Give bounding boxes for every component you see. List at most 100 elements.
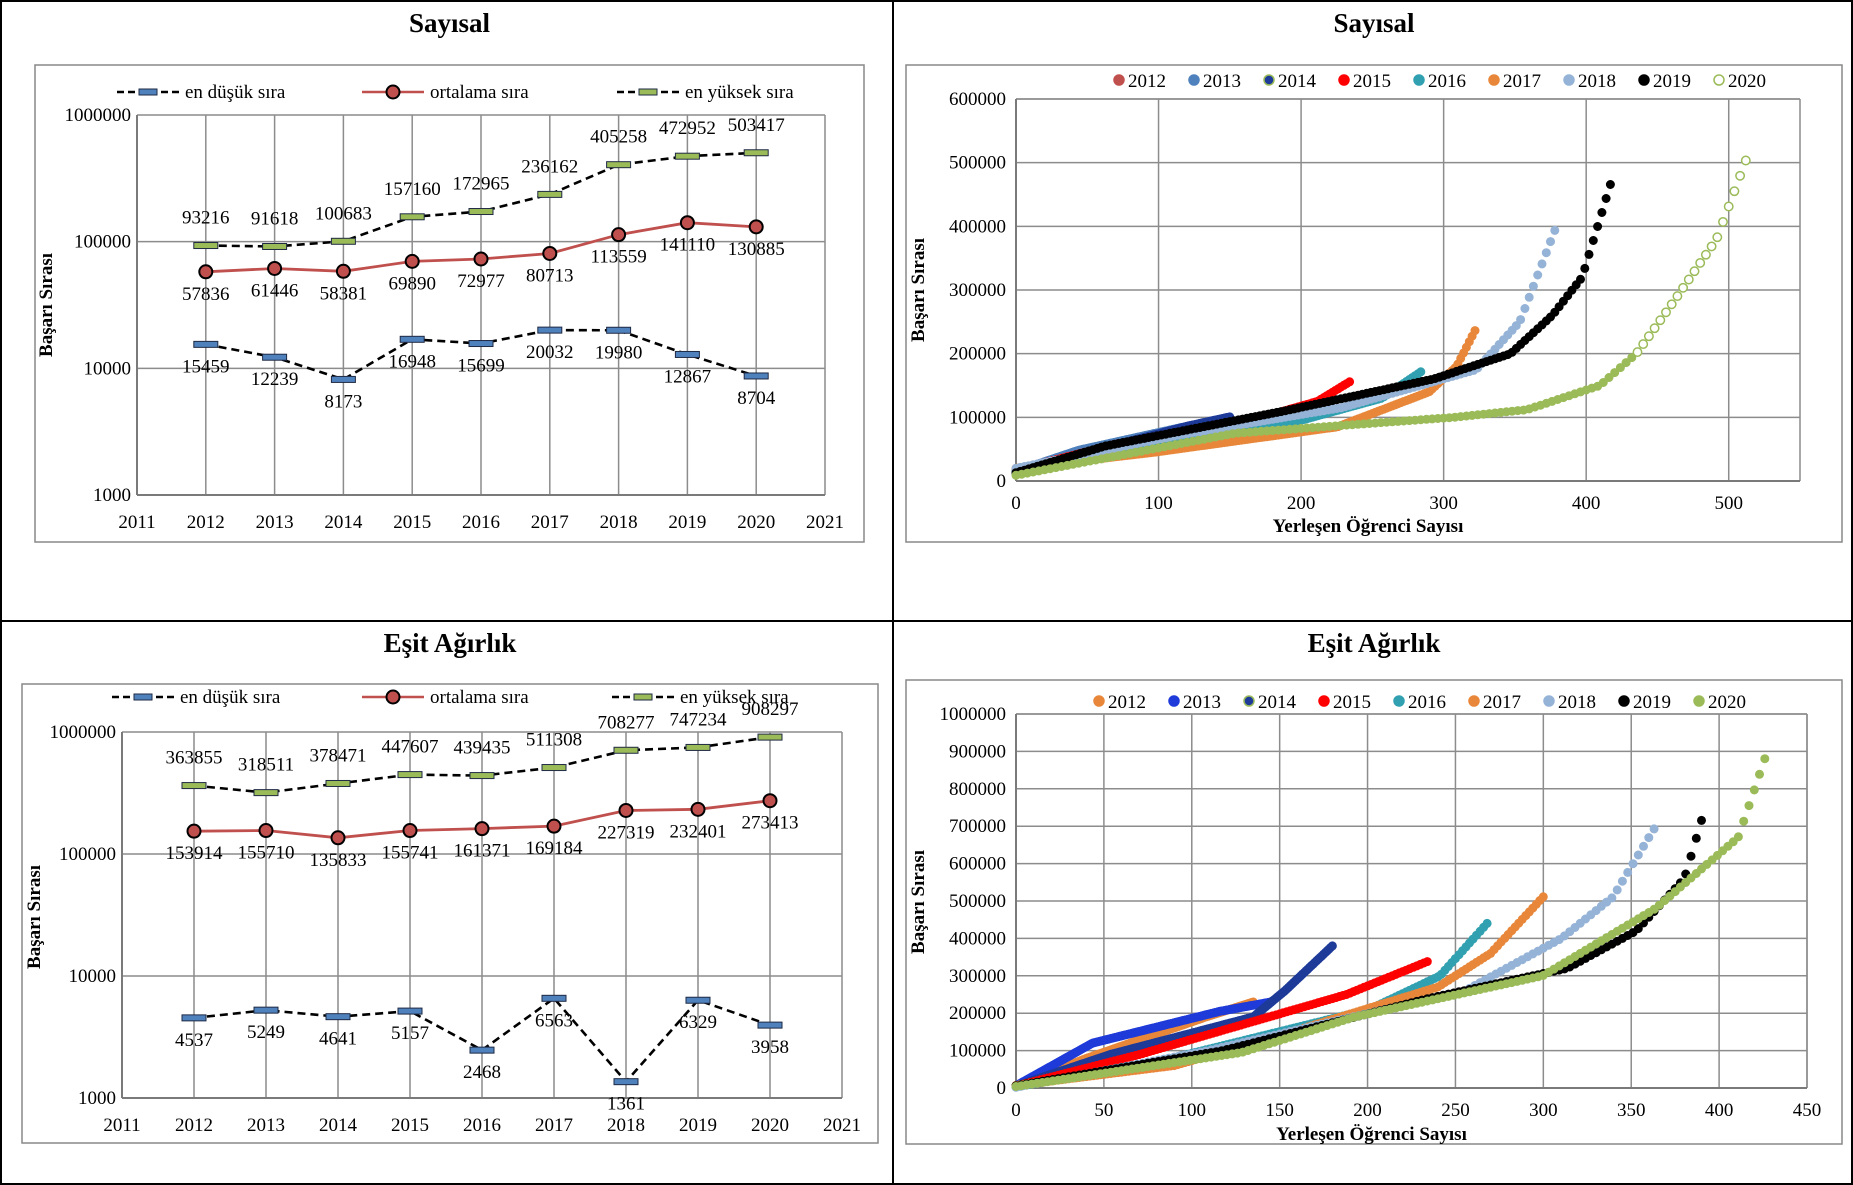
data-label: 130885 — [728, 239, 785, 260]
scatter-point — [1633, 924, 1643, 934]
scatter-point — [1661, 307, 1671, 318]
legend-marker — [385, 689, 401, 705]
scatter-point — [1739, 816, 1749, 826]
legend-label: en düşük sıra — [180, 687, 281, 708]
x-tick-label: 2021 — [823, 1115, 861, 1136]
data-point-marker — [743, 149, 769, 157]
legend-label: 2017 — [1503, 71, 1541, 92]
scatter-point — [1580, 263, 1590, 273]
scatter-point — [1638, 841, 1648, 851]
data-label: 12867 — [664, 366, 712, 387]
legend-label: 2016 — [1428, 71, 1466, 92]
x-tick-label: 100 — [1144, 493, 1173, 514]
scatter-point — [1754, 769, 1764, 779]
scatter-point — [1538, 892, 1548, 902]
scatter-point — [1672, 291, 1683, 302]
data-point-marker — [743, 372, 769, 380]
data-point-marker — [685, 743, 711, 751]
scatter-point — [1345, 377, 1355, 387]
x-tick-label: 2019 — [679, 1115, 717, 1136]
data-label: 3958 — [751, 1037, 789, 1058]
data-point-marker — [674, 152, 700, 160]
scatter-point — [1700, 249, 1711, 260]
legend-marker — [1488, 74, 1500, 86]
legend-marker — [1168, 695, 1180, 707]
data-point-marker — [468, 340, 494, 348]
legend-label: 2019 — [1653, 71, 1691, 92]
legend-label: 2018 — [1558, 692, 1596, 713]
chart-title: Sayısal — [409, 8, 491, 38]
y-tick-label: 600000 — [949, 89, 1006, 110]
legend-label: 2016 — [1408, 692, 1446, 713]
y-tick-label: 1000 — [93, 485, 131, 506]
chart-sayisal-rank-trend: Sayısal 1000 10000 100000 1000000 2011 2012 201… — [34, 8, 865, 543]
legend-label: 2013 — [1203, 71, 1241, 92]
data-label: 15459 — [182, 356, 230, 377]
x-tick-label: 300 — [1429, 493, 1458, 514]
data-label: 15699 — [457, 356, 505, 377]
data-label: 405258 — [590, 127, 647, 148]
data-label: 113559 — [590, 247, 646, 268]
data-point-marker — [541, 764, 567, 772]
chart-title: Eşit Ağırlık — [384, 628, 517, 658]
legend-marker — [138, 88, 158, 96]
x-tick-label: 200 — [1287, 493, 1316, 514]
y-tick-label: 1000000 — [50, 722, 117, 743]
scatter-point — [1695, 257, 1706, 268]
legend-label: 2018 — [1578, 71, 1616, 92]
legend-label: 2012 — [1108, 692, 1146, 713]
y-tick-label: 1000000 — [940, 704, 1007, 725]
scatter-point — [1610, 368, 1620, 378]
legend-marker — [1543, 695, 1555, 707]
scatter-point — [1718, 216, 1728, 227]
x-tick-label: 2015 — [391, 1115, 429, 1136]
data-point-marker — [181, 782, 207, 790]
x-tick-label: 2019 — [668, 512, 706, 533]
scatter-point — [1615, 363, 1625, 373]
data-label: 141110 — [660, 235, 716, 256]
data-label: 6563 — [535, 1010, 573, 1031]
x-tick-label: 2016 — [463, 1115, 501, 1136]
scatter-point — [1597, 208, 1607, 218]
scatter-point — [1607, 893, 1617, 903]
data-point-marker — [613, 1078, 639, 1086]
data-label: 57836 — [182, 284, 230, 305]
y-tick-label: 500000 — [949, 891, 1006, 912]
legend-label: en yüksek sıra — [680, 687, 789, 708]
legend-label: 2013 — [1183, 692, 1221, 713]
scatter-point — [1482, 918, 1492, 928]
scatter-point — [1686, 851, 1696, 861]
data-label: 80713 — [526, 265, 574, 286]
legend-marker — [638, 88, 658, 96]
data-label: 378471 — [310, 745, 367, 766]
legend-label: en yüksek sıra — [685, 82, 794, 103]
data-label: 169184 — [526, 838, 584, 859]
scatter-point — [1760, 754, 1770, 764]
data-point-marker — [537, 190, 563, 198]
legend-marker — [1393, 695, 1405, 707]
scatter-point — [1621, 358, 1631, 368]
data-label: 908297 — [742, 699, 799, 720]
legend-label: ortalama sıra — [430, 687, 529, 708]
scatter-point — [1524, 292, 1534, 302]
scatter-point — [1628, 859, 1638, 869]
data-label: 472952 — [659, 118, 716, 139]
scatter-point — [1740, 155, 1751, 166]
data-point-marker — [674, 350, 700, 358]
x-tick-label: 2017 — [531, 512, 569, 533]
x-tick-label: 400 — [1705, 1100, 1734, 1121]
legend-label: ortalama sıra — [430, 82, 529, 103]
scatter-point — [1696, 815, 1706, 825]
y-tick-label: 800000 — [949, 779, 1006, 800]
data-label: 503417 — [728, 115, 785, 136]
chart-title: Sayısal — [1333, 8, 1415, 38]
data-label: 12239 — [251, 369, 299, 390]
legend-marker — [1263, 74, 1275, 86]
data-point-marker — [397, 771, 423, 779]
legend-marker — [1468, 695, 1480, 707]
x-tick-label: 2015 — [393, 512, 431, 533]
legend-marker — [1563, 74, 1575, 86]
data-point-marker — [762, 793, 778, 809]
data-label: 155741 — [382, 843, 439, 864]
scatter-point — [1633, 850, 1643, 860]
